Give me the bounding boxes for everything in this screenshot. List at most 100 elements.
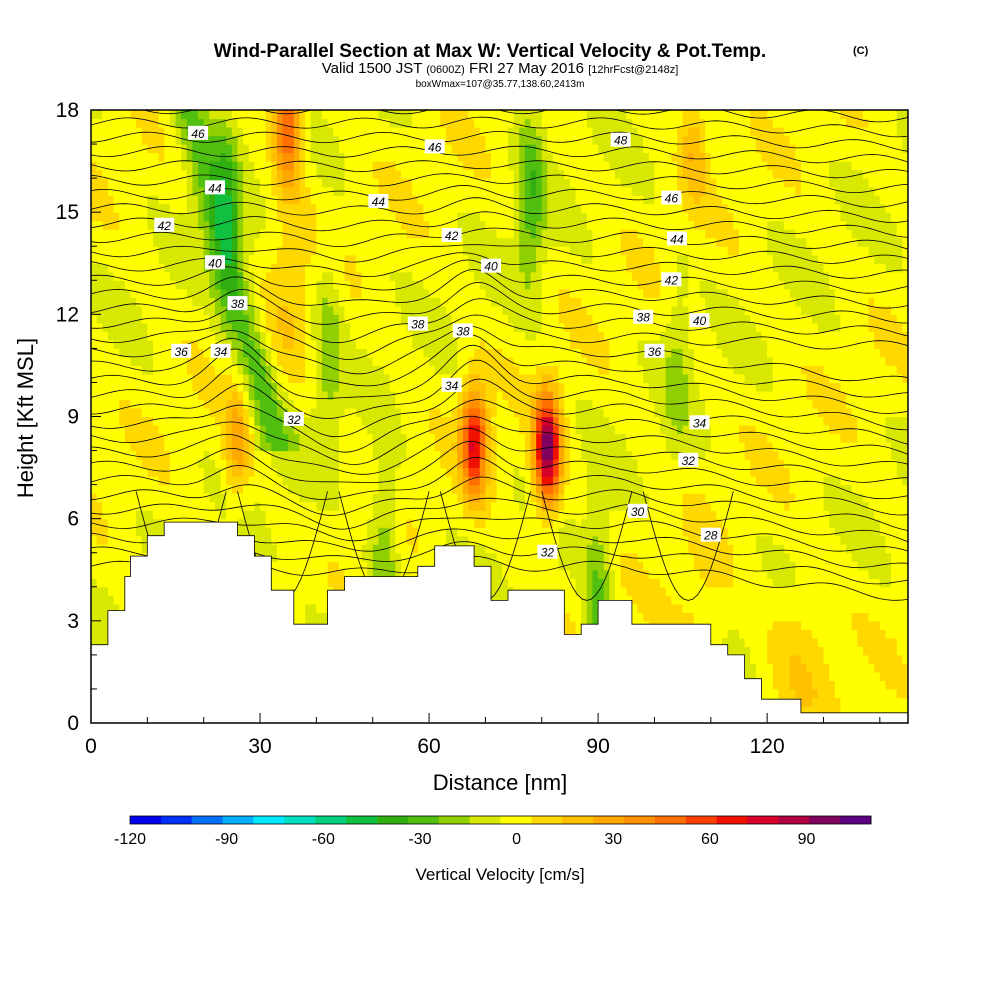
w-cell [417,382,425,392]
w-cell [152,110,160,120]
w-cell [383,127,391,137]
w-cell [378,382,385,392]
w-cell [164,203,171,213]
w-cell [406,382,413,392]
w-cell [299,314,306,324]
w-cell [254,433,261,443]
w-cell [271,476,278,486]
w-cell [316,501,323,511]
w-cell [445,416,453,426]
w-cell [389,305,396,315]
w-cell [474,246,481,256]
w-cell [310,186,317,196]
w-cell [350,459,357,469]
w-cell [260,407,267,418]
w-cell [434,535,441,545]
w-cell [310,433,317,443]
w-cell [468,407,475,418]
w-cell [344,127,351,137]
w-cell [231,229,239,239]
w-cell [192,314,199,324]
w-cell [310,305,317,315]
w-cell [429,467,436,477]
w-cell [209,144,216,154]
w-cell [367,178,374,188]
w-cell [220,280,227,290]
w-cell [243,220,250,230]
w-cell [361,373,368,384]
w-cell [338,373,346,384]
w-cell [91,390,98,401]
w-cell [305,178,312,188]
w-cell [147,493,154,503]
w-cell [327,561,334,571]
w-cell [440,152,447,162]
w-cell [124,212,132,222]
w-cell [231,246,239,256]
w-cell [417,220,425,230]
w-cell [124,229,132,239]
w-cell [141,527,148,537]
w-cell [305,314,312,324]
w-cell [282,297,289,307]
w-cell [226,237,233,247]
w-cell [119,544,126,554]
w-cell [412,288,419,298]
w-cell [338,510,346,520]
w-cell [231,390,239,401]
w-cell [181,305,188,315]
w-cell [141,118,148,128]
w-cell [271,527,278,537]
w-cell [338,169,346,179]
w-cell [282,510,289,520]
w-cell [372,280,379,290]
w-cell [474,382,481,392]
w-cell [378,288,385,298]
w-cell [440,195,447,205]
w-cell [417,527,425,537]
w-cell [293,433,301,443]
w-cell [445,135,453,145]
w-cell [429,331,436,341]
w-cell [158,407,165,418]
w-cell [429,118,436,128]
w-cell [220,459,227,469]
w-cell [265,416,272,426]
w-cell [276,365,284,375]
w-cell [310,348,317,358]
w-cell [181,169,188,179]
w-cell [96,348,103,358]
w-cell [231,254,239,264]
w-cell [181,161,188,171]
w-cell [383,399,391,409]
w-cell [186,186,194,196]
w-cell [383,450,391,460]
w-cell [395,314,402,324]
w-cell [434,127,441,137]
w-cell [271,322,278,332]
w-cell [265,339,272,349]
w-cell [124,518,132,528]
w-cell [209,135,216,145]
w-cell [209,305,216,315]
w-cell [169,442,177,452]
w-cell [119,365,126,375]
w-cell [260,425,267,435]
w-cell [107,118,115,128]
w-cell [462,297,470,307]
w-cell [333,552,340,562]
w-cell [429,169,436,179]
w-cell [299,612,306,622]
w-cell [305,288,312,298]
w-cell [220,288,227,298]
w-cell [293,595,301,605]
w-cell [203,459,210,469]
w-cell [322,544,329,554]
w-cell [299,510,306,520]
w-cell [378,305,385,315]
w-cell [305,510,312,520]
w-cell [423,365,430,375]
w-cell [91,484,98,494]
w-cell [327,229,334,239]
w-cell [119,203,126,213]
